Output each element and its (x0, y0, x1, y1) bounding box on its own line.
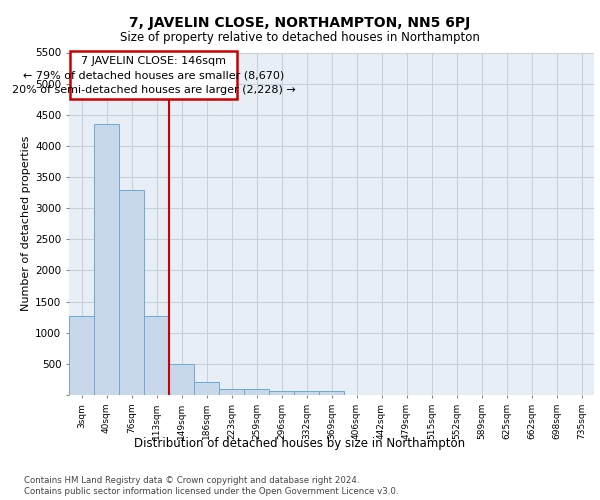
Bar (319, 392, 344, 395)
Bar (119, 190, 144, 395)
Bar (169, 364, 194, 395)
Text: 7 JAVELIN CLOSE: 146sqm: 7 JAVELIN CLOSE: 146sqm (81, 56, 226, 66)
Bar (94, 124, 119, 395)
Bar (244, 390, 269, 395)
Bar (294, 392, 319, 395)
Text: Contains public sector information licensed under the Open Government Licence v3: Contains public sector information licen… (24, 487, 398, 496)
Bar (219, 390, 244, 395)
Text: Size of property relative to detached houses in Northampton: Size of property relative to detached ho… (120, 31, 480, 44)
Text: ← 79% of detached houses are smaller (8,670): ← 79% of detached houses are smaller (8,… (23, 70, 284, 80)
Y-axis label: Number of detached properties: Number of detached properties (21, 136, 31, 312)
Text: Distribution of detached houses by size in Northampton: Distribution of detached houses by size … (134, 438, 466, 450)
Bar (194, 382, 219, 395)
Bar (269, 392, 294, 395)
Text: 7, JAVELIN CLOSE, NORTHAMPTON, NN5 6PJ: 7, JAVELIN CLOSE, NORTHAMPTON, NN5 6PJ (130, 16, 470, 30)
Bar (144, 316, 169, 395)
FancyBboxPatch shape (70, 52, 236, 99)
Text: Contains HM Land Registry data © Crown copyright and database right 2024.: Contains HM Land Registry data © Crown c… (24, 476, 359, 485)
Bar (69, 316, 94, 395)
Text: 20% of semi-detached houses are larger (2,228) →: 20% of semi-detached houses are larger (… (11, 84, 295, 94)
